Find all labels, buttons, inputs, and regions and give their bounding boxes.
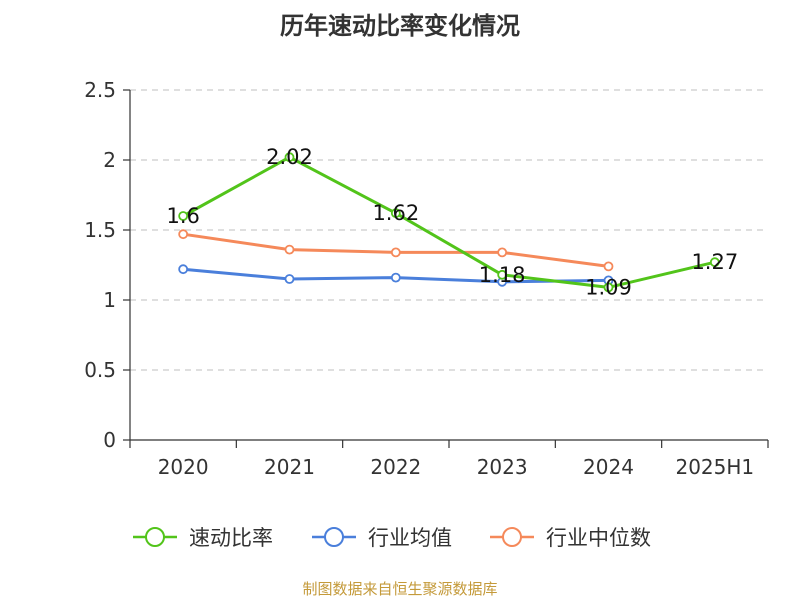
- y-tick-label: 0.5: [84, 358, 116, 382]
- data-point: [603, 282, 614, 293]
- legend-marker: [502, 527, 522, 547]
- x-tick-label: 2023: [477, 455, 528, 479]
- series-line-0: [182, 155, 716, 289]
- data-point: [178, 211, 189, 221]
- data-label: 1.09: [585, 275, 632, 299]
- chart-title: 历年速动比率变化情况: [280, 12, 520, 40]
- data-label: 1.27: [691, 250, 738, 274]
- data-point: [284, 152, 295, 163]
- data-point: [709, 257, 720, 268]
- x-tick-label: 2020: [158, 455, 209, 479]
- data-point: [390, 247, 401, 258]
- y-tick-label: 1.5: [84, 218, 116, 242]
- x-tick-label: 2022: [370, 455, 421, 479]
- y-tick-label: 1: [103, 288, 116, 312]
- legend-label: 行业均值: [368, 526, 452, 550]
- legend-marker: [324, 527, 344, 547]
- data-point: [178, 229, 189, 240]
- x-tick-label: 2024: [583, 455, 634, 479]
- data-label: 2.02: [266, 145, 313, 169]
- data-label: 1.18: [479, 263, 526, 287]
- data-point: [603, 261, 614, 272]
- source-note: 制图数据来自恒生聚源数据库: [302, 580, 498, 598]
- data-point: [284, 274, 295, 284]
- data-label: 1.62: [372, 201, 419, 225]
- data-point: [284, 244, 295, 255]
- data-point: [390, 272, 401, 283]
- data-point: [497, 269, 508, 280]
- legend-label: 行业中位数: [546, 526, 651, 550]
- data-point: [178, 264, 189, 275]
- x-tick-label: 2021: [264, 455, 315, 479]
- y-tick-label: 2.5: [84, 78, 116, 102]
- legend-label: 速动比率: [189, 526, 273, 550]
- y-tick-label: 2: [103, 148, 116, 172]
- x-tick-label: 2025H1: [675, 455, 754, 479]
- data-point: [390, 208, 401, 219]
- y-tick-label: 0: [103, 428, 116, 452]
- legend-marker: [145, 527, 165, 547]
- data-point: [497, 247, 508, 258]
- data-label: 1.6: [166, 204, 199, 228]
